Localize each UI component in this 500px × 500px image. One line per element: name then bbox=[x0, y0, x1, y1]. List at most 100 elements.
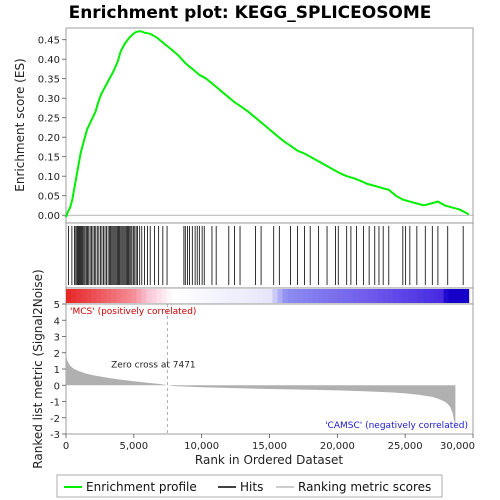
color-bar-segment bbox=[76, 289, 82, 303]
metric-y-ticks: -3 -2 -1 0 1 2 3 4 5 bbox=[50, 300, 66, 441]
color-bar-segment bbox=[368, 289, 374, 303]
color-bar-segment bbox=[322, 289, 329, 303]
color-bar-segment bbox=[352, 289, 359, 303]
enrichment-frame bbox=[65, 27, 474, 224]
color-bar-segment bbox=[71, 289, 77, 303]
color-bar-segment bbox=[378, 289, 384, 303]
color-bar-segment bbox=[453, 289, 460, 303]
color-bar-segment bbox=[247, 289, 253, 303]
metric-y-tick-label: -3 bbox=[50, 430, 60, 441]
color-bar-segment bbox=[212, 289, 218, 303]
metric-frame bbox=[65, 303, 474, 435]
rank-color-bar bbox=[65, 287, 474, 305]
color-bar-segment bbox=[217, 289, 223, 303]
color-bar-segment bbox=[393, 289, 399, 303]
color-bar-segment bbox=[181, 289, 188, 303]
metric-y-tick-label: -1 bbox=[50, 398, 60, 409]
color-bar-segment bbox=[131, 289, 137, 303]
color-bar-segment bbox=[86, 289, 92, 303]
color-bar-segment bbox=[96, 289, 102, 303]
color-bar-segment bbox=[66, 289, 72, 303]
color-bar-segment bbox=[327, 289, 334, 303]
color-bar-segment bbox=[136, 289, 142, 303]
es-y-tick-label: 0.10 bbox=[38, 172, 60, 183]
metric-y-tick-label: -2 bbox=[50, 414, 60, 425]
color-bar-segment bbox=[267, 289, 273, 303]
x-tick-label: 25,000 bbox=[388, 441, 423, 452]
color-bar-segment bbox=[252, 289, 258, 303]
color-bar-segment bbox=[458, 289, 465, 303]
color-bar-segment bbox=[196, 289, 203, 303]
enrichment-profile-line bbox=[65, 30, 470, 218]
metric-y-tick-label: 3 bbox=[54, 333, 60, 344]
es-y-axis-label: Enrichment score (ES) bbox=[13, 58, 27, 191]
color-bar-segment bbox=[227, 289, 233, 303]
hits-frame bbox=[65, 222, 474, 289]
legend-label-ranking: Ranking metric scores bbox=[298, 480, 431, 494]
color-bar-segment bbox=[161, 289, 168, 303]
color-bar-segment bbox=[277, 289, 283, 303]
color-bar-segment bbox=[201, 289, 208, 303]
legend-label-hits: Hits bbox=[240, 480, 263, 494]
color-bar-segment bbox=[297, 289, 304, 303]
color-bar-segment bbox=[151, 289, 158, 303]
color-bar-segment bbox=[146, 289, 152, 303]
color-bar-segment bbox=[106, 289, 112, 303]
color-bar-segment bbox=[237, 289, 243, 303]
color-bar-segment bbox=[373, 289, 379, 303]
color-bar-segment bbox=[171, 289, 178, 303]
metric-y-tick-label: 0 bbox=[54, 381, 60, 392]
es-y-tick-label: 0.45 bbox=[38, 36, 60, 47]
x-tick-label: 0 bbox=[63, 441, 69, 452]
color-bar-segment bbox=[418, 289, 424, 303]
color-bar-segment bbox=[332, 289, 339, 303]
color-bar-segment bbox=[257, 289, 263, 303]
color-bar-segment bbox=[222, 289, 228, 303]
legend-box bbox=[56, 474, 443, 498]
es-y-tick-label: 0.35 bbox=[38, 75, 60, 86]
color-bar-segment bbox=[337, 289, 344, 303]
color-bar-segment bbox=[206, 289, 213, 303]
es-y-ticks: 0.00 0.05 0.10 0.15 0.20 0.25 0.30 0.35 0.40 0.45 bbox=[38, 36, 66, 222]
color-bar-segment bbox=[262, 289, 268, 303]
es-y-tick-label: 0.25 bbox=[38, 114, 60, 125]
color-bar-segment bbox=[463, 289, 470, 303]
color-bar-segment bbox=[363, 289, 369, 303]
color-bar-segment bbox=[191, 289, 198, 303]
color-bar-segment bbox=[312, 289, 319, 303]
metric-y-tick-label: 1 bbox=[54, 365, 60, 376]
color-bar-segment bbox=[423, 289, 429, 303]
color-bar-segment bbox=[317, 289, 324, 303]
x-tick-label: 20,000 bbox=[320, 441, 355, 452]
color-bar-segment bbox=[347, 289, 354, 303]
zero-cross-label: Zero cross at 7471 bbox=[111, 360, 196, 370]
es-y-tick-label: 0.05 bbox=[38, 192, 60, 203]
color-bar-segment bbox=[282, 289, 288, 303]
color-bar-segment bbox=[342, 289, 349, 303]
hits-panel bbox=[65, 222, 474, 289]
color-bar-segment bbox=[408, 289, 414, 303]
x-tick-label: 15,000 bbox=[252, 441, 287, 452]
color-bar-segment bbox=[141, 289, 147, 303]
color-bar-segment bbox=[121, 289, 127, 303]
color-bar-segment bbox=[272, 289, 278, 303]
color-bar-segment bbox=[428, 289, 434, 303]
es-y-tick-label: 0.00 bbox=[38, 211, 60, 222]
x-tick-label: 10,000 bbox=[184, 441, 219, 452]
color-bar-segment bbox=[398, 289, 404, 303]
ranked-metric-panel: -3 -2 -1 0 1 2 3 4 5 0 5,000 10,000 15,000 20,000 25,… bbox=[31, 269, 475, 468]
color-bar-segment bbox=[186, 289, 193, 303]
x-tick-label: 5,000 bbox=[120, 441, 149, 452]
color-bar-segment bbox=[438, 289, 445, 303]
metric-x-ticks: 0 5,000 10,000 15,000 20,000 25,000 30,000 bbox=[63, 434, 475, 452]
color-bar-segment bbox=[383, 289, 389, 303]
positive-correlation-label: 'MCS' (positively correlated) bbox=[70, 307, 196, 317]
color-bar-segment bbox=[91, 289, 97, 303]
color-bar-segment bbox=[413, 289, 419, 303]
es-y-tick-label: 0.40 bbox=[38, 55, 60, 66]
enrichment-panel: 0.00 0.05 0.10 0.15 0.20 0.25 0.30 0.35 0.40 0.45… bbox=[13, 27, 474, 224]
color-bar-segment bbox=[116, 289, 122, 303]
color-bar-segment bbox=[242, 289, 248, 303]
metric-y-tick-label: 5 bbox=[54, 300, 60, 311]
color-bar-segment bbox=[433, 289, 439, 303]
